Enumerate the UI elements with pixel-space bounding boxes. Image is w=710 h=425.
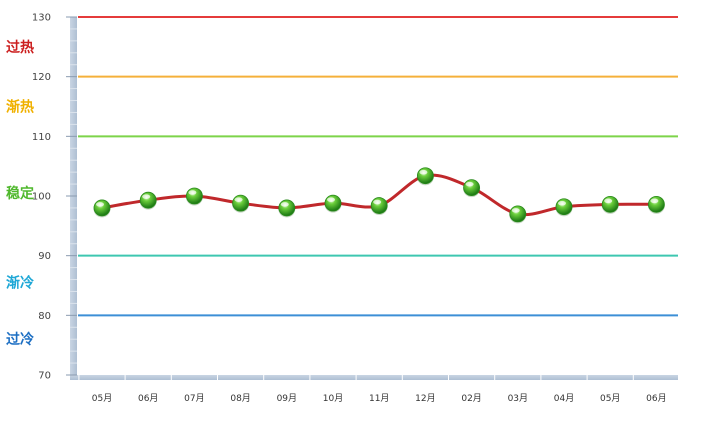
zone-label: 过热	[6, 39, 34, 56]
y-tick-label: 80	[38, 311, 51, 322]
y-tick-label: 120	[32, 72, 51, 83]
data-point	[416, 167, 434, 186]
data-point	[139, 191, 157, 210]
x-tick-label: 02月	[461, 393, 481, 404]
axis-layer	[66, 16, 678, 380]
y-tick-label: 130	[32, 13, 51, 24]
x-tick-label: 04月	[554, 393, 574, 404]
y-tick-label: 70	[38, 371, 51, 382]
x-tick-label: 06月	[138, 393, 158, 404]
y-axis-bar	[70, 17, 77, 380]
data-point	[232, 194, 250, 213]
x-tick-label: 09月	[277, 393, 297, 404]
x-tick-label: 06月	[646, 393, 666, 404]
data-point	[324, 194, 342, 213]
data-point	[370, 197, 388, 216]
y-tick-label: 100	[32, 192, 51, 203]
x-tick-label: 03月	[508, 393, 528, 404]
labels-layer: 70 80 90 100 110 120 130 05月 06月 07月 08月 09月 10月 11月 1…	[6, 13, 667, 405]
x-tick-label: 05月	[600, 393, 620, 404]
data-point	[509, 205, 527, 224]
data-point	[463, 179, 481, 198]
x-tick-label: 08月	[230, 393, 250, 404]
y-tick-label: 110	[32, 132, 51, 143]
data-point	[647, 195, 665, 214]
x-tick-label: 10月	[323, 393, 343, 404]
zone-label: 渐冷	[6, 275, 34, 292]
data-point	[93, 199, 111, 218]
data-point	[555, 198, 573, 217]
threshold-layer	[78, 16, 678, 317]
x-tick-label: 12月	[415, 393, 435, 404]
data-point	[185, 187, 203, 206]
x-axis-bar	[70, 375, 678, 380]
zone-label: 稳定	[6, 185, 34, 202]
data-point	[601, 195, 619, 214]
y-tick-label: 90	[38, 251, 51, 262]
zone-label: 渐热	[6, 99, 34, 116]
points-layer	[93, 167, 665, 224]
zone-label: 过冷	[6, 331, 34, 348]
x-tick-label: 07月	[184, 393, 204, 404]
x-tick-label: 11月	[369, 393, 389, 404]
x-tick-label: 05月	[92, 393, 112, 404]
data-point	[278, 199, 296, 218]
